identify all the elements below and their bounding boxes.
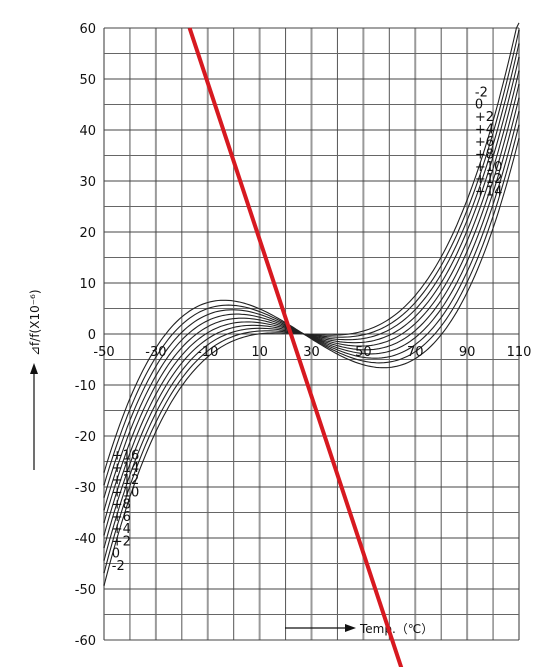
y-axis-label-group: ⊿f/f(X10⁻⁶) — [28, 289, 42, 470]
curve-label: +4 — [475, 123, 494, 138]
x-tick-label: 110 — [507, 345, 532, 360]
y-tick-label: -50 — [75, 583, 96, 598]
red-annotation-line — [187, 27, 404, 667]
curve-label: +14 — [112, 461, 139, 476]
y-axis-label: ⊿f/f(X10⁻⁶) — [28, 289, 42, 356]
x-axis-arrowhead — [345, 624, 356, 632]
y-tick-label: 60 — [79, 22, 96, 37]
curves — [103, 22, 520, 586]
curve-label: +6 — [112, 510, 131, 525]
curve-label: +12 — [112, 473, 139, 488]
x-tick-label: 90 — [459, 345, 476, 360]
y-tick-label: -30 — [75, 481, 96, 496]
y-tick-label: -10 — [75, 379, 96, 394]
x-tick-label: 50 — [355, 345, 372, 360]
y-tick-label: 20 — [79, 226, 96, 241]
x-tick-label: 30 — [303, 345, 320, 360]
curve-label: +8 — [475, 147, 494, 162]
x-tick-label: 70 — [407, 345, 424, 360]
curve-label: +10 — [475, 160, 502, 175]
curve-labels: +16+14+12+10+8+6+4+20-2-20+2+4+6+8+10+12… — [112, 85, 503, 574]
y-tick-label: -20 — [75, 430, 96, 445]
curve-label: +16 — [112, 449, 139, 464]
y-tick-label: 10 — [79, 277, 96, 292]
x-tick-label: -50 — [93, 345, 114, 360]
curve-label: 0 — [475, 98, 483, 113]
curve-label: -2 — [475, 85, 488, 100]
curve-label: -2 — [112, 559, 125, 574]
y-axis-arrowhead — [30, 363, 38, 374]
curve-label: +8 — [112, 498, 131, 513]
x-tick-label: 10 — [251, 345, 268, 360]
curve-label: +4 — [112, 522, 131, 537]
x-axis-label: Temp.（℃） — [359, 622, 433, 636]
curve-label: +10 — [112, 485, 139, 500]
y-tick-label: 50 — [79, 73, 96, 88]
y-tick-label: 40 — [79, 124, 96, 139]
curve-label: +12 — [475, 172, 502, 187]
y-tick-label: 0 — [88, 328, 96, 343]
curve-label: 0 — [112, 547, 120, 562]
x-axis-label-group: Temp.（℃） — [285, 622, 433, 636]
x-tick-label: -10 — [197, 345, 218, 360]
y-tick-label: -40 — [75, 532, 96, 547]
curve-label: +2 — [475, 110, 494, 125]
curve-label: +14 — [475, 185, 502, 200]
curve--2 — [103, 22, 520, 586]
curve-label: +6 — [475, 135, 494, 150]
y-tick-label: 30 — [79, 175, 96, 190]
x-tick-label: -30 — [145, 345, 166, 360]
y-tick-label: -60 — [75, 634, 96, 649]
curve-label: +2 — [112, 534, 131, 549]
